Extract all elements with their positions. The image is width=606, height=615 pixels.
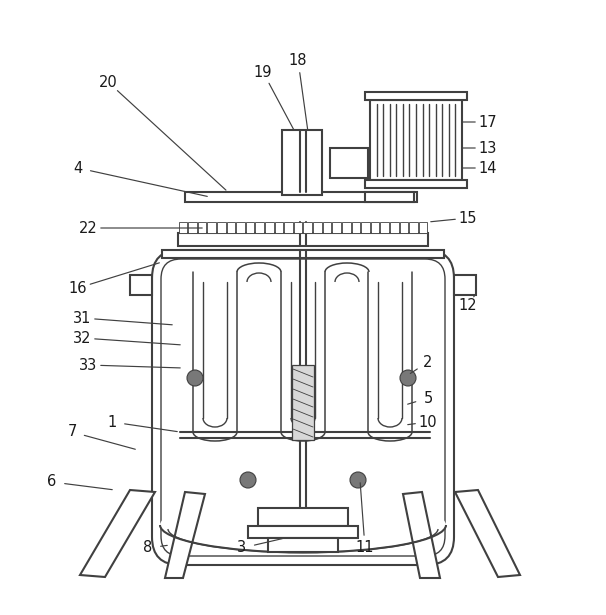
Bar (265, 222, 274, 233)
Text: 7: 7 (67, 424, 77, 440)
Bar (198, 222, 207, 233)
Circle shape (187, 370, 203, 386)
Bar (255, 222, 264, 233)
Text: 2: 2 (424, 354, 433, 370)
Text: 31: 31 (73, 311, 91, 325)
Text: 20: 20 (99, 74, 118, 90)
Bar (390, 222, 399, 233)
Text: 8: 8 (144, 541, 153, 555)
Circle shape (400, 370, 416, 386)
Bar (292, 365, 314, 440)
Bar (342, 222, 351, 233)
Bar (361, 222, 370, 233)
Bar (217, 222, 225, 233)
Polygon shape (165, 492, 205, 578)
Text: 12: 12 (459, 298, 478, 312)
Bar (282, 130, 322, 195)
Text: 6: 6 (47, 475, 56, 490)
Text: 33: 33 (79, 357, 97, 373)
Bar (419, 222, 427, 233)
Bar (454, 275, 476, 295)
Bar (332, 222, 341, 233)
Bar (207, 222, 216, 233)
Bar (351, 222, 360, 233)
Bar (246, 222, 255, 233)
Text: 4: 4 (73, 161, 82, 175)
Bar (330, 148, 368, 178)
Bar (409, 222, 418, 233)
Bar (179, 222, 187, 233)
Text: 16: 16 (68, 280, 87, 295)
Bar (236, 222, 245, 233)
Bar (227, 222, 235, 233)
Circle shape (240, 472, 256, 488)
Text: 10: 10 (419, 415, 438, 429)
Bar (162, 250, 444, 258)
Circle shape (350, 472, 366, 488)
Bar (284, 222, 293, 233)
Bar (304, 222, 312, 233)
Text: 3: 3 (238, 541, 247, 555)
Bar (399, 222, 408, 233)
Ellipse shape (160, 498, 446, 552)
Text: 11: 11 (356, 541, 375, 555)
Bar (313, 222, 322, 233)
Bar (275, 222, 283, 233)
Text: 32: 32 (73, 330, 92, 346)
Polygon shape (80, 490, 155, 577)
Bar (370, 100, 462, 180)
Bar (248, 526, 358, 538)
FancyBboxPatch shape (161, 259, 445, 556)
Bar (294, 222, 302, 233)
Bar (371, 222, 379, 233)
Text: 17: 17 (479, 114, 498, 130)
Text: 13: 13 (479, 140, 497, 156)
Text: 15: 15 (459, 210, 478, 226)
Bar (381, 222, 389, 233)
Bar (130, 275, 152, 295)
Bar (258, 508, 348, 526)
Polygon shape (455, 490, 520, 577)
Bar (365, 192, 414, 202)
Bar (365, 180, 467, 188)
Text: 19: 19 (254, 65, 272, 79)
Bar (323, 222, 331, 233)
Bar (365, 92, 467, 100)
Text: 22: 22 (79, 221, 98, 236)
Text: 1: 1 (107, 415, 116, 429)
Bar (268, 538, 338, 552)
Text: 18: 18 (288, 52, 307, 68)
Polygon shape (403, 492, 440, 578)
Bar (188, 222, 197, 233)
Bar (185, 192, 417, 202)
FancyBboxPatch shape (152, 250, 454, 565)
Bar (178, 233, 428, 246)
Text: 14: 14 (479, 161, 498, 175)
Text: 5: 5 (424, 391, 433, 405)
